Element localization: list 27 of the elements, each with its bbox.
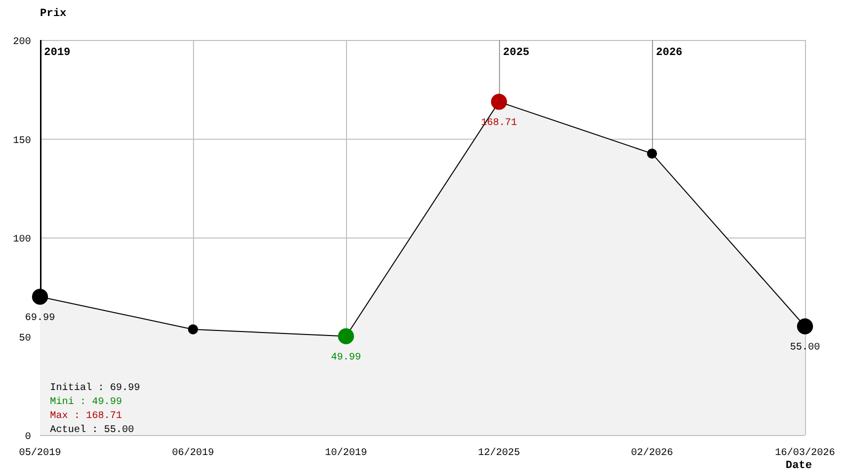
- point: [491, 94, 507, 110]
- y-tick-label: 150: [12, 136, 31, 147]
- data-label: 69.99: [24, 312, 56, 324]
- y-tick-label: 50: [18, 333, 31, 344]
- data-label: 49.99: [330, 352, 362, 364]
- annotation: Initial : 69.99: [50, 382, 140, 394]
- point: [338, 328, 354, 344]
- x-tick-label: 05/2019: [18, 447, 62, 459]
- x-axis-title: Date: [786, 460, 812, 472]
- annotation: 2019: [44, 47, 70, 59]
- y-axis-title: Prix: [40, 8, 67, 20]
- y-tick-label: 100: [12, 234, 31, 246]
- ref-line-label: 2026: [656, 47, 682, 59]
- annotation: Actuel : 55.00: [50, 424, 134, 436]
- ref-line-label: 2025: [503, 47, 530, 59]
- point: [32, 288, 48, 305]
- x-tick-label: 10/2019: [324, 447, 368, 459]
- x-tick-label: 16/03/2026: [774, 447, 836, 459]
- y-tick-label: 200: [12, 37, 31, 48]
- data-label: 55.00: [790, 342, 820, 354]
- x-tick-label: 02/2026: [630, 447, 674, 459]
- x-tick-label: 06/2019: [172, 447, 214, 459]
- annotation: Mini : 49.99: [50, 396, 122, 408]
- point: [797, 318, 813, 334]
- annotation: Max : 168.71: [50, 411, 122, 422]
- y-tick-label: 0: [24, 432, 31, 443]
- x-tick-label: 12/2025: [478, 447, 520, 459]
